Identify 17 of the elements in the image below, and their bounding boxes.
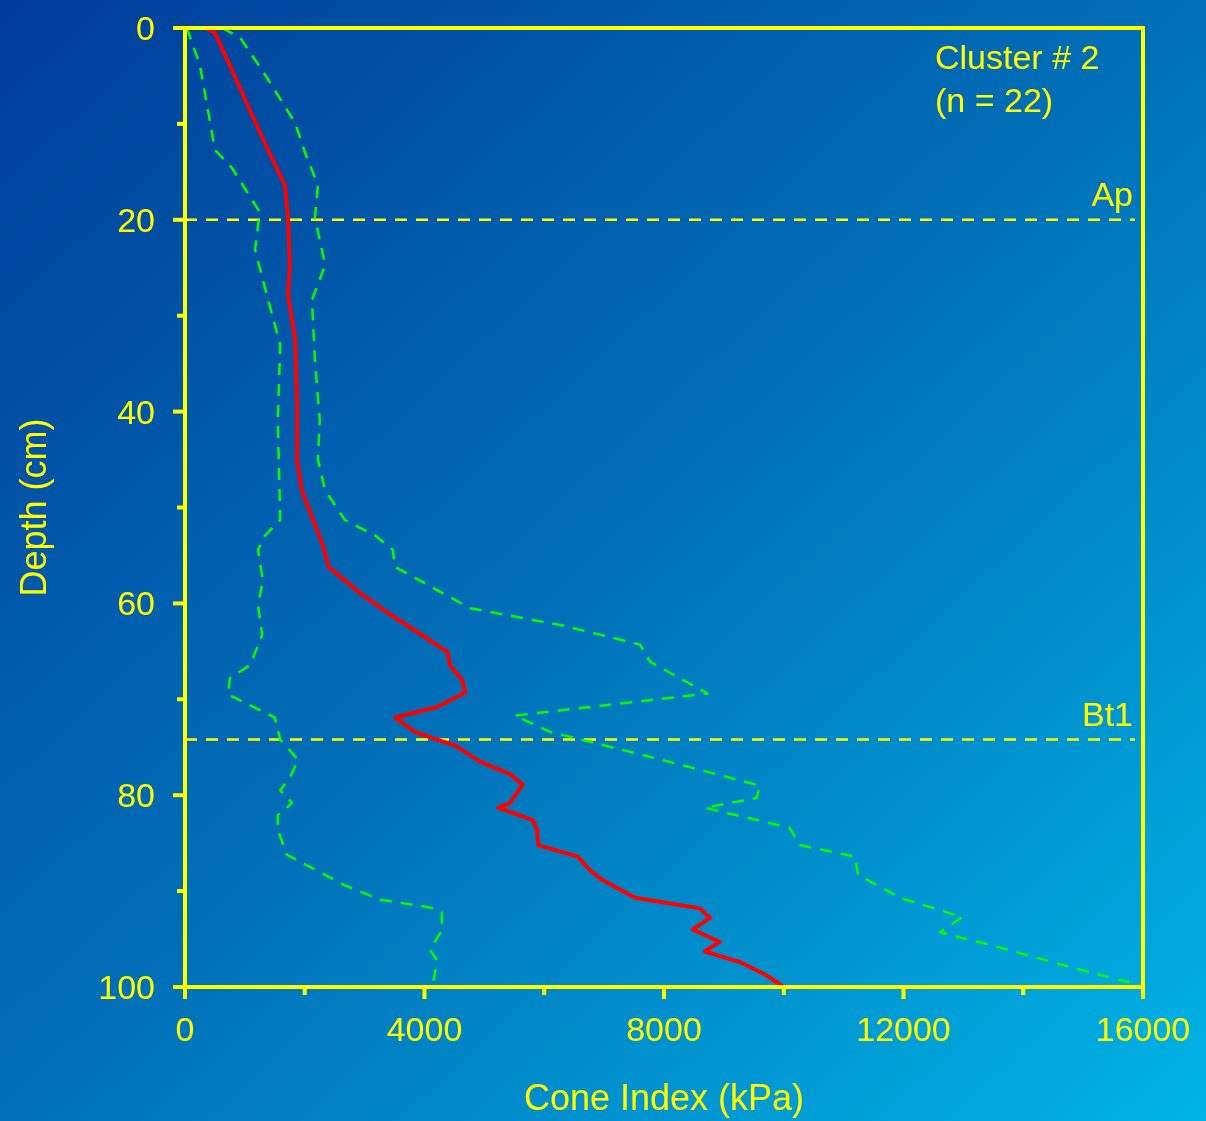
y-tick-label: 20 bbox=[117, 200, 155, 239]
x-tick-label: 4000 bbox=[386, 1010, 463, 1048]
annotation: (n = 22) bbox=[935, 81, 1054, 119]
x-tick-label: 12000 bbox=[856, 1010, 951, 1048]
y-tick-label: 60 bbox=[117, 584, 155, 623]
y-tick-label: 40 bbox=[117, 392, 155, 431]
x-tick-label: 16000 bbox=[1095, 1010, 1191, 1048]
y-tick-label: 0 bbox=[136, 9, 155, 47]
x-axis-title: Cone Index (kPa) bbox=[523, 1077, 805, 1118]
annotation: Cluster # 2 bbox=[935, 38, 1100, 76]
x-tick-label: 8000 bbox=[626, 1010, 702, 1048]
ref-line-label: Ap bbox=[1091, 174, 1133, 213]
y-tick-label: 100 bbox=[98, 968, 155, 1006]
y-tick-label: 80 bbox=[117, 776, 155, 815]
y-axis-title: Depth (cm) bbox=[13, 418, 54, 597]
ref-line-label: Bt1 bbox=[1081, 694, 1133, 733]
x-tick-label: 0 bbox=[175, 1010, 195, 1048]
